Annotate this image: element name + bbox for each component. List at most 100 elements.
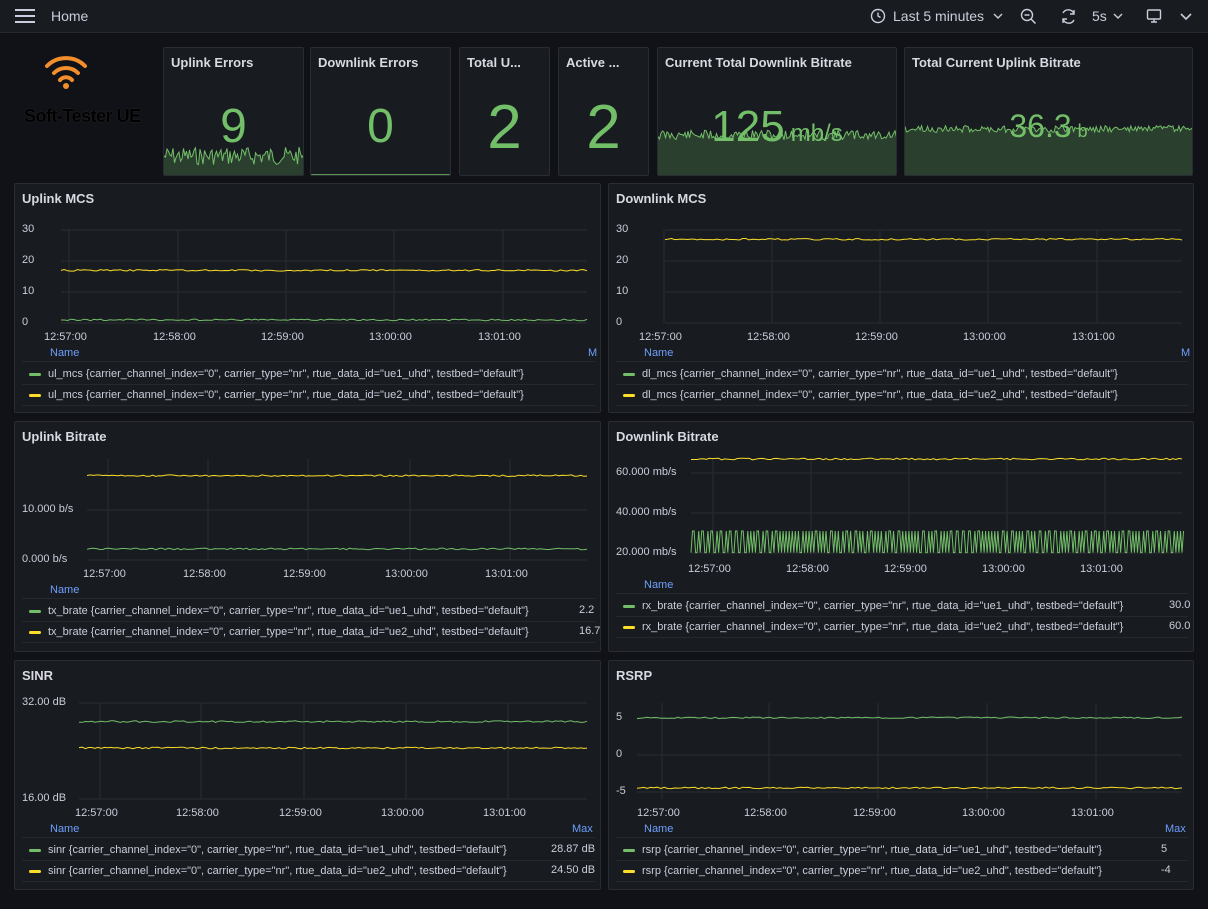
downlink-bitrate-sparkline (658, 128, 896, 175)
zoom-out-button[interactable] (1020, 0, 1037, 32)
y-tick-label: 10 (22, 285, 35, 297)
x-tick-label: 12:57:00 (688, 563, 731, 575)
sparkline-line (905, 124, 1192, 134)
legend-item[interactable]: rsrp {carrier_channel_index="0", carrier… (623, 840, 1102, 860)
x-tick-label: 12:59:00 (855, 331, 898, 343)
y-tick-label: 10.000 b/s (22, 503, 74, 515)
stat-panel-active-ue[interactable]: Active ... 2 (558, 47, 649, 176)
legend-item[interactable]: rx_brate {carrier_channel_index="0", car… (623, 596, 1123, 616)
legend-label: tx_brate {carrier_channel_index="0", car… (48, 605, 529, 617)
stat-panel-uplink-bitrate[interactable]: Total Current Uplink Bitrate 36.3 b (904, 47, 1193, 176)
x-tick-label: 13:01:00 (1080, 563, 1123, 575)
refresh-interval-picker[interactable]: 5s (1092, 0, 1123, 32)
x-tick-label: 13:00:00 (385, 568, 428, 580)
chevron-down-icon (1180, 12, 1192, 20)
legend-label: sinr {carrier_channel_index="0", carrier… (48, 865, 507, 877)
timeseries-panel-ul-mcs[interactable]: Uplink MCS 30 20 10 0 12:57:00 12:58:00 12:59:0… (14, 183, 601, 413)
timeseries-panel-dl-bitrate[interactable]: Downlink Bitrate 60.000 mb/s 40.000 mb/s 20… (608, 421, 1194, 652)
legend-max-header: M (588, 347, 598, 359)
clock-icon (870, 8, 886, 24)
chart-plot (663, 229, 1183, 324)
legend-max-header: Max (1165, 823, 1186, 835)
refresh-button[interactable] (1060, 0, 1077, 32)
x-tick-label: 12:57:00 (639, 331, 682, 343)
x-tick-label: 13:00:00 (369, 331, 412, 343)
timeseries-panel-dl-mcs[interactable]: Downlink MCS 30 20 10 0 12:57:00 12:58:00 12:59… (608, 183, 1194, 413)
stat-value: 125 mb/s (658, 102, 896, 152)
stat-panel-downlink-errors[interactable]: Downlink Errors 0 (310, 47, 451, 176)
y-tick-label: 32.00 dB (22, 696, 67, 708)
timeseries-panel-rsrp[interactable]: RSRP 5 0 -5 12:57:00 12:58:00 12:59:00 13:00:00… (608, 660, 1194, 890)
legend-swatch (29, 630, 41, 634)
stat-panel-downlink-bitrate[interactable]: Current Total Downlink Bitrate 125 mb/s (657, 47, 897, 176)
x-tick-label: 12:59:00 (853, 807, 896, 819)
x-tick-label: 12:58:00 (744, 807, 787, 819)
legend-label: dl_mcs {carrier_channel_index="0", carri… (642, 389, 1118, 401)
hamburger-icon (15, 9, 35, 23)
legend-swatch (623, 625, 635, 629)
uplink-errors-sparkline (164, 146, 303, 175)
x-tick-label: 12:57:00 (83, 568, 126, 580)
legend-name-header: Name (644, 579, 674, 591)
stat-value: 0 (367, 100, 394, 153)
time-range-picker[interactable]: Last 5 minutes (870, 0, 1003, 32)
view-mode-button[interactable] (1146, 0, 1162, 32)
legend-item[interactable]: tx_brate {carrier_channel_index="0", car… (29, 601, 529, 621)
legend-divider (22, 598, 595, 599)
legend-item[interactable]: dl_mcs {carrier_channel_index="0", carri… (623, 385, 1118, 405)
legend-swatch (623, 604, 635, 608)
breadcrumb-home[interactable]: Home (51, 8, 89, 24)
x-tick-label: 13:00:00 (963, 331, 1006, 343)
legend-label: rx_brate {carrier_channel_index="0", car… (642, 621, 1124, 633)
legend-label: rsrp {carrier_channel_index="0", carrier… (642, 844, 1102, 856)
x-tick-label: 13:01:00 (1071, 807, 1114, 819)
wifi-icon (45, 56, 87, 89)
legend-item[interactable]: ul_mcs {carrier_channel_index="0", carri… (29, 364, 524, 384)
x-tick-label: 12:59:00 (884, 563, 927, 575)
legend-divider (22, 405, 595, 406)
legend-item[interactable]: ul_mcs {carrier_channel_index="0", carri… (29, 385, 524, 405)
y-tick-label: 30 (616, 223, 629, 235)
timeseries-panel-sinr[interactable]: SINR 32.00 dB 16.00 dB 12:57:00 12:58:00 12:5… (14, 660, 601, 890)
y-tick-label: 0 (616, 316, 623, 328)
stat-panel-uplink-errors[interactable]: Uplink Errors 9 (163, 47, 304, 176)
y-tick-label: 5 (616, 711, 623, 723)
legend-max-header: M (1181, 347, 1191, 359)
legend-item[interactable]: tx_brate {carrier_channel_index="0", car… (29, 622, 529, 642)
legend-divider (22, 621, 595, 622)
legend-item[interactable]: dl_mcs {carrier_channel_index="0", carri… (623, 364, 1118, 384)
legend-max-value: 24.50 dB (551, 864, 596, 876)
legend-swatch (623, 372, 635, 376)
x-tick-label: 12:58:00 (747, 331, 790, 343)
y-tick-label: 20.000 mb/s (616, 546, 677, 558)
monitor-icon (1146, 9, 1162, 23)
uplink-bitrate-sparkline (905, 124, 1192, 175)
x-tick-label: 12:57:00 (75, 807, 118, 819)
time-range-label: Last 5 minutes (893, 8, 985, 24)
legend-swatch (29, 393, 41, 397)
view-mode-dropdown[interactable] (1180, 0, 1192, 32)
legend-item[interactable]: rx_brate {carrier_channel_index="0", car… (623, 617, 1123, 637)
zoom-out-icon (1020, 8, 1037, 24)
y-tick-label: 10 (616, 285, 629, 297)
y-tick-label: 30 (22, 223, 35, 235)
legend-label: rx_brate {carrier_channel_index="0", car… (642, 600, 1124, 612)
legend-divider (616, 860, 1188, 861)
legend-label: tx_brate {carrier_channel_index="0", car… (48, 626, 529, 638)
legend-divider (616, 881, 1188, 882)
legend-item[interactable]: rsrp {carrier_channel_index="0", carrier… (623, 861, 1102, 881)
legend-divider (616, 593, 1188, 594)
legend-max-value: 30.0 (1169, 599, 1191, 611)
legend-item[interactable]: sinr {carrier_channel_index="0", carrier… (29, 861, 507, 881)
series-line (691, 457, 1183, 461)
timeseries-panel-ul-bitrate[interactable]: Uplink Bitrate 10.000 b/s 0.000 b/s 12:57:0… (14, 421, 601, 652)
x-tick-label: 13:00:00 (381, 807, 424, 819)
stat-panel-total-ue[interactable]: Total U... 2 (459, 47, 550, 176)
menu-button[interactable] (15, 0, 35, 32)
legend-item[interactable]: sinr {carrier_channel_index="0", carrier… (29, 840, 507, 860)
legend-label: rsrp {carrier_channel_index="0", carrier… (642, 865, 1102, 877)
legend-divider (22, 881, 595, 882)
legend-swatch (623, 393, 635, 397)
chart-plot (78, 702, 588, 800)
series-line (60, 268, 588, 272)
